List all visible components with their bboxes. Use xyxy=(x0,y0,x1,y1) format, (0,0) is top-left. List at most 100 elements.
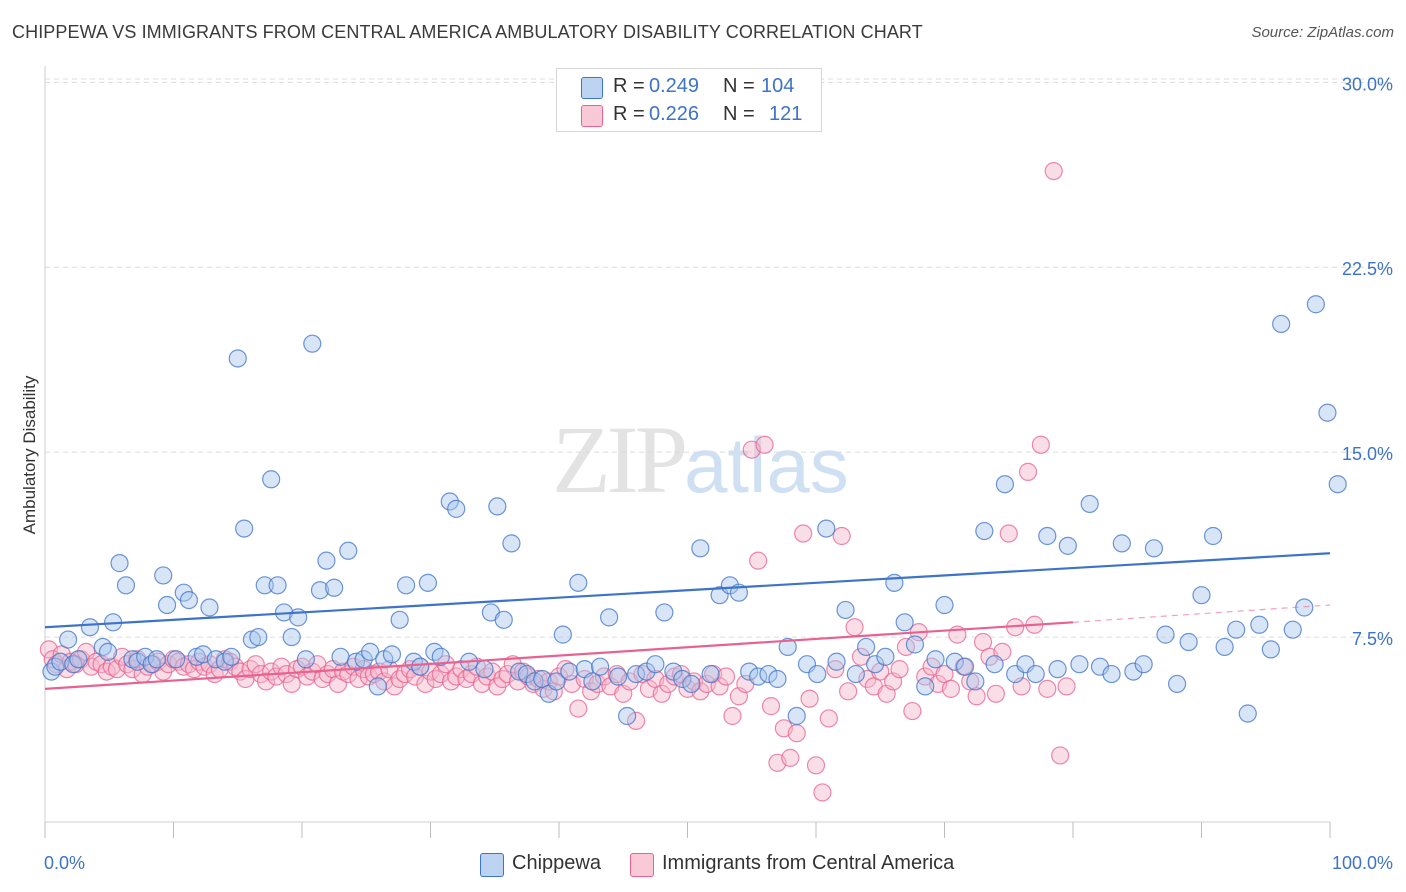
immigrants-point xyxy=(241,660,260,679)
chippewa-point xyxy=(583,672,602,691)
chippewa-swatch xyxy=(581,77,603,99)
chippewa-point xyxy=(655,603,674,622)
chippewa-point xyxy=(396,576,416,595)
chippewa-point xyxy=(591,657,610,676)
chippewa-point xyxy=(331,647,350,666)
chippewa-point xyxy=(600,608,619,627)
chippewa-point xyxy=(547,672,566,691)
chippewa-point xyxy=(382,645,402,664)
stats-box: R = 0.249 N = 104 R = 0.226 N = 121 xyxy=(556,68,822,132)
immigrants-point xyxy=(441,672,461,691)
chippewa-point xyxy=(154,566,173,585)
immigrants-point xyxy=(569,699,588,718)
chippewa-point xyxy=(157,595,177,615)
chippewa-point xyxy=(235,519,254,538)
chippewa-point xyxy=(1112,534,1131,553)
chippewa-point xyxy=(59,630,78,649)
chippewa-point xyxy=(1048,660,1067,679)
chippewa-point xyxy=(1102,664,1121,684)
chippewa-point xyxy=(673,669,692,689)
chippewa-point xyxy=(110,554,129,573)
immigrants-point xyxy=(652,684,671,703)
chippewa-point xyxy=(995,475,1014,494)
chippewa-point xyxy=(475,660,494,679)
legend-label: Chippewa xyxy=(512,852,601,874)
immigrants-swatch xyxy=(581,105,603,127)
immigrants-point xyxy=(749,551,768,570)
chippewa-point xyxy=(303,334,322,353)
chippewa-point xyxy=(759,664,778,684)
immigrants-point xyxy=(716,667,736,686)
immigrants-point xyxy=(851,647,871,666)
watermark-atlas: atlas xyxy=(684,421,849,509)
chippewa-point xyxy=(440,492,459,511)
immigrants-point xyxy=(493,669,512,689)
r-label: R = xyxy=(613,103,645,125)
chippewa-point xyxy=(98,642,118,661)
immigrants-point xyxy=(426,669,445,689)
immigrants-point xyxy=(1018,462,1038,481)
chippewa-point xyxy=(905,635,925,654)
source-label: Source: ZipAtlas.com xyxy=(1251,24,1394,41)
chippewa-point xyxy=(282,627,301,647)
immigrants-point xyxy=(761,697,781,716)
y-tick-label: 30.0% xyxy=(1342,74,1393,94)
immigrants-point xyxy=(226,657,245,676)
chippewa-point xyxy=(262,470,281,489)
chippewa-point xyxy=(1306,295,1325,314)
chippewa-point xyxy=(1215,637,1234,657)
n-value: 121 xyxy=(769,103,803,125)
chippewa-point xyxy=(494,610,513,629)
immigrants-point xyxy=(246,655,265,674)
r-value: 0.226 xyxy=(649,103,700,125)
chippewa-point xyxy=(701,664,720,684)
chippewa-point xyxy=(768,669,787,689)
chippewa-point xyxy=(166,650,186,669)
chippewa-point xyxy=(817,519,836,538)
n-value: 104 xyxy=(761,75,795,97)
chippewa-point xyxy=(778,637,797,657)
r-label: R = xyxy=(613,75,645,97)
chippewa-point xyxy=(1261,640,1280,659)
chippewa-point xyxy=(1144,539,1164,558)
chippewa-point xyxy=(46,657,65,676)
immigrants-point xyxy=(498,664,517,684)
chippewa-point xyxy=(846,664,865,684)
immigrants-legend-swatch xyxy=(630,853,654,877)
chippewa-point xyxy=(1080,494,1099,514)
chippewa-point xyxy=(1192,586,1211,605)
chippewa-point xyxy=(142,655,161,674)
chippewa-point xyxy=(866,655,885,674)
legend-item-chippewa[interactable]: Chippewa xyxy=(480,852,620,878)
immigrants-point xyxy=(1044,161,1063,181)
immigrants-point xyxy=(806,756,826,775)
n-label: N = xyxy=(723,75,755,97)
x-tick-label: 100.0% xyxy=(1332,853,1393,873)
chippewa-point xyxy=(200,598,219,617)
immigrants-point xyxy=(967,687,986,706)
y-tick-label: 7.5% xyxy=(1352,629,1393,649)
legend-item-immigrants[interactable]: Immigrants from Central America xyxy=(630,852,990,878)
chippewa-point xyxy=(1026,664,1045,684)
immigrants-trend-extension xyxy=(1072,604,1331,623)
chippewa-point xyxy=(296,650,315,669)
chippewa-point xyxy=(945,652,964,671)
chippewa-point xyxy=(147,650,166,669)
chippewa-point xyxy=(69,650,88,669)
chippewa-point xyxy=(1227,620,1246,639)
chippewa-point xyxy=(1250,615,1269,634)
chippewa-point xyxy=(268,576,287,595)
immigrants-point xyxy=(819,709,838,728)
chippewa-point xyxy=(975,521,994,541)
chippewa-point xyxy=(390,610,409,629)
chippewa-point xyxy=(411,657,430,676)
chippewa-point xyxy=(560,662,579,681)
chippewa-point xyxy=(1272,314,1291,334)
immigrants-point xyxy=(813,783,832,802)
chippewa-point xyxy=(502,534,521,553)
chippewa-legend-swatch xyxy=(480,853,504,877)
chippewa-point xyxy=(222,647,241,666)
chippewa-point xyxy=(857,637,876,657)
immigrants-point xyxy=(1051,746,1070,765)
immigrants-point xyxy=(839,682,858,701)
